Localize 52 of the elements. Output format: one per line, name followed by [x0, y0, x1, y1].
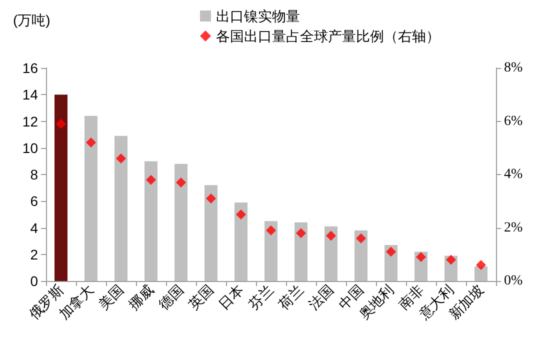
point	[86, 138, 96, 148]
x-tick-label: 芬兰	[246, 281, 277, 312]
point	[476, 260, 486, 270]
point	[146, 174, 156, 185]
bar	[84, 116, 98, 281]
x-tick-label: 荷兰	[276, 281, 307, 312]
legend-label: 出口镍实物量	[216, 8, 300, 24]
y2-tick-label: 2%	[504, 220, 523, 236]
point	[416, 252, 426, 262]
bar	[204, 185, 218, 281]
point	[296, 228, 306, 238]
x-tick-label: 挪威	[126, 281, 157, 312]
y-tick-label: 12	[22, 113, 38, 130]
x-tick-label: 日本	[216, 281, 247, 312]
point	[326, 230, 336, 241]
bar	[174, 164, 188, 281]
y-tick-label: 4	[30, 220, 38, 236]
bar	[324, 226, 338, 281]
legend-label: 各国出口量占全球产量比例（右轴）	[216, 28, 440, 44]
x-tick-label: 美国	[96, 281, 127, 312]
point	[56, 118, 66, 129]
y-tick-label: 0	[30, 273, 38, 289]
point	[386, 246, 396, 257]
y-tick-label: 14	[22, 86, 38, 103]
bar	[144, 161, 158, 281]
y-axis-title: (万吨)	[13, 12, 50, 28]
point	[446, 254, 456, 265]
point	[176, 177, 186, 188]
y-tick-label: 6	[30, 193, 38, 210]
bar	[474, 266, 488, 281]
y2-tick-label: 4%	[504, 167, 523, 182]
bar	[294, 222, 308, 281]
bar	[264, 221, 278, 281]
y-tick-label: 8	[30, 166, 38, 182]
point	[236, 209, 246, 220]
y2-tick-label: 6%	[504, 114, 523, 129]
y-tick-label: 10	[22, 140, 38, 156]
y-tick-label: 16	[22, 60, 38, 76]
x-tick-label: 英国	[186, 281, 217, 312]
y2-tick-label: 0%	[504, 274, 523, 288]
point	[266, 225, 276, 236]
y-tick-label: 2	[30, 246, 38, 262]
x-tick-label: 德国	[156, 281, 187, 312]
bar	[354, 230, 368, 281]
y2-tick-label: 8%	[504, 60, 523, 76]
x-tick-label: 法国	[306, 281, 337, 312]
point	[206, 193, 216, 204]
bar	[54, 94, 68, 281]
bar	[234, 202, 248, 281]
point	[356, 233, 366, 244]
bar	[114, 136, 128, 281]
point	[116, 154, 126, 164]
